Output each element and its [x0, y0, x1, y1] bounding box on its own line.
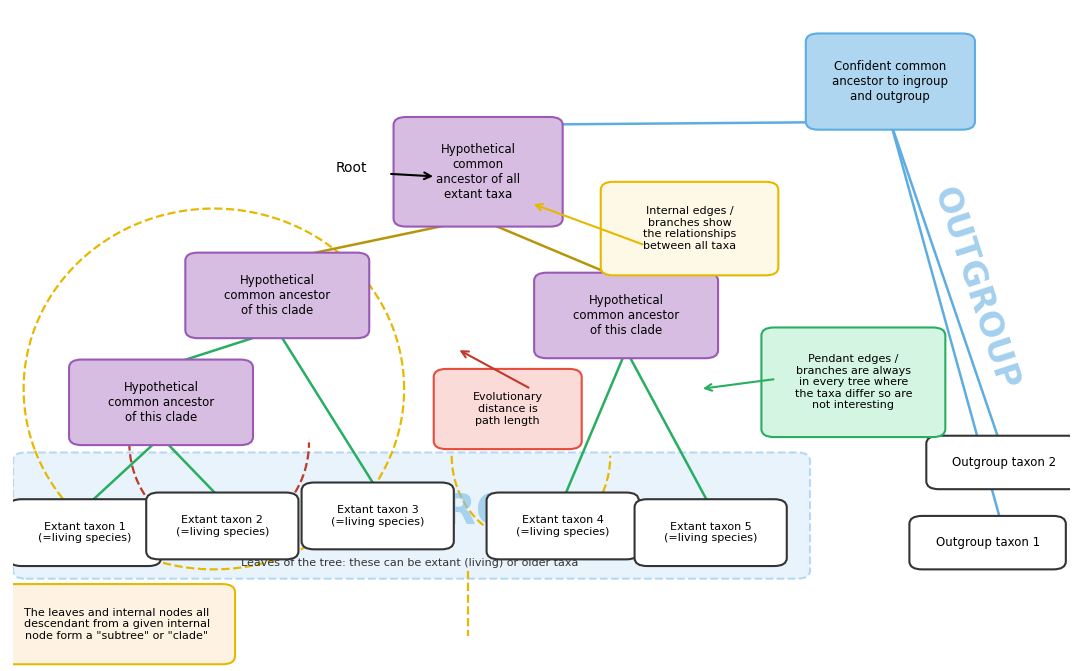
Text: Evolutionary
distance is
path length: Evolutionary distance is path length — [473, 393, 542, 425]
FancyBboxPatch shape — [13, 452, 810, 578]
Text: Extant taxon 2
(=living species): Extant taxon 2 (=living species) — [176, 515, 269, 537]
FancyBboxPatch shape — [761, 327, 946, 437]
FancyBboxPatch shape — [635, 499, 787, 566]
Text: Internal edges /
branches show
the relationships
between all taxa: Internal edges / branches show the relat… — [643, 206, 736, 251]
Text: Root: Root — [336, 162, 367, 175]
FancyBboxPatch shape — [69, 360, 253, 445]
FancyBboxPatch shape — [9, 499, 161, 566]
FancyBboxPatch shape — [600, 182, 778, 275]
FancyBboxPatch shape — [926, 435, 1072, 489]
Text: Pendant edges /
branches are always
in every tree where
the taxa differ so are
n: Pendant edges / branches are always in e… — [794, 354, 912, 411]
FancyBboxPatch shape — [0, 584, 235, 664]
Text: The leaves and internal nodes all
descendant from a given internal
node form a ": The leaves and internal nodes all descen… — [24, 607, 210, 641]
Text: Extant taxon 4
(=living species): Extant taxon 4 (=living species) — [516, 515, 609, 537]
FancyBboxPatch shape — [185, 253, 369, 338]
Text: Hypothetical
common ancestor
of this clade: Hypothetical common ancestor of this cla… — [224, 274, 330, 317]
Text: Hypothetical
common ancestor
of this clade: Hypothetical common ancestor of this cla… — [572, 294, 680, 337]
Text: Extant taxon 3
(=living species): Extant taxon 3 (=living species) — [331, 505, 425, 527]
Text: Extant taxon 1
(=living species): Extant taxon 1 (=living species) — [39, 522, 132, 544]
Text: Hypothetical
common
ancestor of all
extant taxa: Hypothetical common ancestor of all exta… — [436, 143, 520, 201]
FancyBboxPatch shape — [534, 272, 718, 358]
Text: Confident common
ancestor to ingroup
and outgroup: Confident common ancestor to ingroup and… — [832, 60, 949, 103]
Text: Hypothetical
common ancestor
of this clade: Hypothetical common ancestor of this cla… — [108, 381, 214, 424]
FancyBboxPatch shape — [301, 482, 453, 550]
FancyBboxPatch shape — [487, 493, 639, 560]
FancyBboxPatch shape — [806, 34, 974, 130]
Text: Outgroup taxon 1: Outgroup taxon 1 — [936, 536, 1040, 549]
Text: Leaves of the tree: these can be extant (living) or older taxa: Leaves of the tree: these can be extant … — [241, 558, 578, 568]
FancyBboxPatch shape — [909, 516, 1066, 570]
Text: Outgroup taxon 2: Outgroup taxon 2 — [952, 456, 1057, 469]
Text: OUTGROUP: OUTGROUP — [926, 183, 1024, 395]
FancyBboxPatch shape — [146, 493, 298, 560]
FancyBboxPatch shape — [393, 117, 563, 227]
Text: INGROUP: INGROUP — [359, 492, 576, 533]
FancyBboxPatch shape — [434, 369, 582, 449]
Text: Extant taxon 5
(=living species): Extant taxon 5 (=living species) — [664, 522, 757, 544]
